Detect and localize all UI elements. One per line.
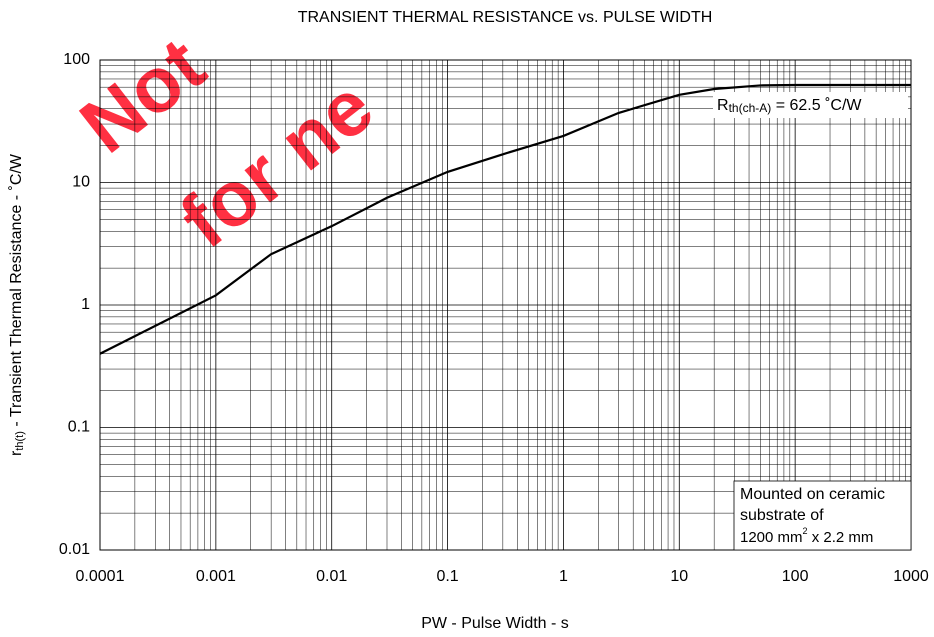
x-tick-label: 0.01 [316,568,347,585]
y-tick-label: 100 [63,51,90,68]
note-line: substrate of [740,507,824,524]
x-tick-label: 0.0001 [76,568,125,585]
annotation-sub: th(ch-A) [729,101,772,115]
x-tick-label: 1 [559,568,568,585]
note-rest: x 2.2 mm [808,529,874,546]
watermark: Not for ne [64,20,389,264]
y-label-main: r [8,450,25,456]
y-label-sub: th(t) [14,431,26,451]
note-line: 1200 mm2 x 2.2 mm [740,526,873,546]
note-main: 1200 mm [740,529,803,546]
note-line: Mounted on ceramic [740,486,885,503]
y-axis-label: rth(t) - Transient Thermal Resistance - … [8,153,26,456]
y-tick-label: 0.1 [68,419,90,436]
y-tick-label: 0.01 [59,541,90,558]
plot-area [99,59,912,551]
x-axis-label: PW - Pulse Width - s [421,615,569,632]
x-tick-label: 0.001 [196,568,236,585]
x-tick-label: 10 [670,568,688,585]
annotation-box [713,92,908,118]
chart-title: TRANSIENT THERMAL RESISTANCE vs. PULSE W… [298,9,713,26]
watermark-text: Not [64,20,221,169]
plot-frame [99,59,912,551]
x-tick-label: 1000 [893,568,929,585]
annotation-main: R [717,97,729,114]
annotation-rest: = 62.5 ˚C/W [771,97,862,114]
series-line [99,83,911,355]
x-tick-label: 100 [782,568,809,585]
y-label-rest: - Transient Thermal Resistance - ˚C/W [8,153,25,431]
note-box [733,480,912,551]
y-tick-label: 10 [72,174,90,191]
note-sup: 2 [803,526,808,536]
x-tick-label: 0.1 [436,568,458,585]
annotation: Rth(ch-A) = 62.5 ˚C/W [717,97,862,115]
y-tick-label: 1 [81,296,90,313]
